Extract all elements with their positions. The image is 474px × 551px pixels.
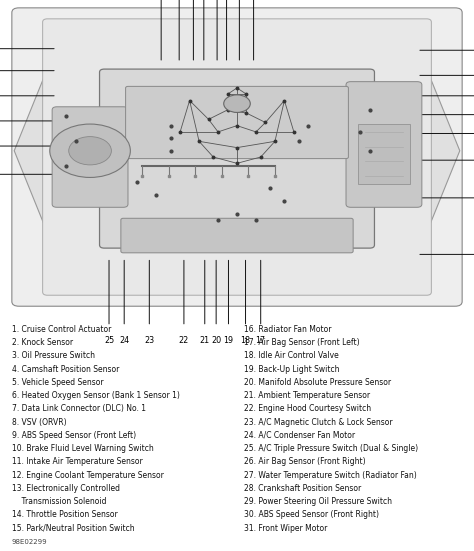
Text: 11. Intake Air Temperature Sensor: 11. Intake Air Temperature Sensor	[12, 457, 143, 466]
Text: 23: 23	[144, 336, 155, 345]
Text: 3. Oil Pressure Switch: 3. Oil Pressure Switch	[12, 352, 95, 360]
Circle shape	[69, 137, 111, 165]
Text: 21: 21	[200, 336, 210, 345]
Text: 4. Camshaft Position Sensor: 4. Camshaft Position Sensor	[12, 365, 119, 374]
Text: 5. Vehicle Speed Sensor: 5. Vehicle Speed Sensor	[12, 378, 103, 387]
Wedge shape	[318, 60, 460, 242]
Text: 6. Heated Oxygen Sensor (Bank 1 Sensor 1): 6. Heated Oxygen Sensor (Bank 1 Sensor 1…	[12, 391, 180, 400]
FancyBboxPatch shape	[346, 82, 422, 207]
Text: 19: 19	[223, 336, 234, 345]
Text: 31. Front Wiper Motor: 31. Front Wiper Motor	[244, 524, 328, 533]
Text: 21. Ambient Temperature Sensor: 21. Ambient Temperature Sensor	[244, 391, 370, 400]
Text: 13. Electronically Controlled: 13. Electronically Controlled	[12, 484, 120, 493]
Circle shape	[50, 124, 130, 177]
Text: 17: 17	[255, 336, 266, 345]
FancyBboxPatch shape	[43, 19, 431, 295]
Text: 25. A/C Triple Pressure Switch (Dual & Single): 25. A/C Triple Pressure Switch (Dual & S…	[244, 444, 418, 453]
Text: 2. Knock Sensor: 2. Knock Sensor	[12, 338, 73, 347]
FancyBboxPatch shape	[12, 8, 462, 306]
Text: 20: 20	[211, 336, 221, 345]
Text: 29. Power Steering Oil Pressure Switch: 29. Power Steering Oil Pressure Switch	[244, 497, 392, 506]
Text: 9. ABS Speed Sensor (Front Left): 9. ABS Speed Sensor (Front Left)	[12, 431, 136, 440]
Text: 10. Brake Fluid Level Warning Switch: 10. Brake Fluid Level Warning Switch	[12, 444, 154, 453]
Text: 16. Radiator Fan Motor: 16. Radiator Fan Motor	[244, 325, 332, 334]
Text: 1. Cruise Control Actuator: 1. Cruise Control Actuator	[12, 325, 111, 334]
FancyBboxPatch shape	[126, 87, 348, 159]
Text: 20. Manifold Absolute Pressure Sensor: 20. Manifold Absolute Pressure Sensor	[244, 378, 391, 387]
Text: 30. ABS Speed Sensor (Front Right): 30. ABS Speed Sensor (Front Right)	[244, 510, 379, 520]
Circle shape	[224, 95, 250, 112]
Text: Transmission Solenoid: Transmission Solenoid	[12, 497, 106, 506]
Text: 98E02299: 98E02299	[12, 539, 47, 545]
Text: 22. Engine Hood Courtesy Switch: 22. Engine Hood Courtesy Switch	[244, 404, 371, 413]
Text: 12. Engine Coolant Temperature Sensor: 12. Engine Coolant Temperature Sensor	[12, 471, 164, 480]
Text: 28. Crankshaft Position Sensor: 28. Crankshaft Position Sensor	[244, 484, 361, 493]
FancyBboxPatch shape	[358, 124, 410, 183]
Text: 7. Data Link Connector (DLC) No. 1: 7. Data Link Connector (DLC) No. 1	[12, 404, 146, 413]
FancyBboxPatch shape	[121, 218, 353, 253]
Text: 19. Back-Up Light Switch: 19. Back-Up Light Switch	[244, 365, 339, 374]
FancyBboxPatch shape	[52, 107, 128, 207]
Text: 14. Throttle Position Sensor: 14. Throttle Position Sensor	[12, 510, 118, 520]
Text: 25: 25	[104, 336, 114, 345]
Text: 18. Idle Air Control Valve: 18. Idle Air Control Valve	[244, 352, 339, 360]
Text: 18: 18	[240, 336, 251, 345]
Text: 15. Park/Neutral Position Switch: 15. Park/Neutral Position Switch	[12, 524, 135, 533]
FancyBboxPatch shape	[100, 69, 374, 248]
Text: 27. Water Temperature Switch (Radiator Fan): 27. Water Temperature Switch (Radiator F…	[244, 471, 417, 480]
Text: 8. VSV (ORVR): 8. VSV (ORVR)	[12, 418, 66, 426]
Text: 22: 22	[179, 336, 189, 345]
Wedge shape	[14, 60, 156, 242]
Text: 24. A/C Condenser Fan Motor: 24. A/C Condenser Fan Motor	[244, 431, 355, 440]
Text: 26. Air Bag Sensor (Front Right): 26. Air Bag Sensor (Front Right)	[244, 457, 366, 466]
Text: 24: 24	[119, 336, 129, 345]
Text: 23. A/C Magnetic Clutch & Lock Sensor: 23. A/C Magnetic Clutch & Lock Sensor	[244, 418, 393, 426]
Text: 17. Air Bag Sensor (Front Left): 17. Air Bag Sensor (Front Left)	[244, 338, 360, 347]
